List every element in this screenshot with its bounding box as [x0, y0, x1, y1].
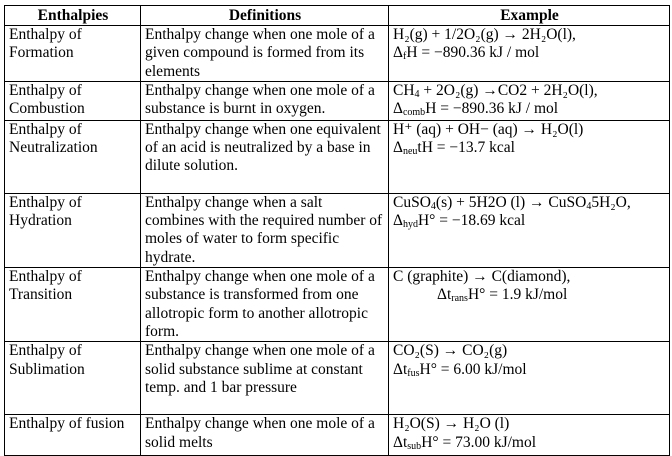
definition-cell: Enthalpy change when one mole of a subst…	[140, 267, 389, 343]
example-text: H = −890.36 kJ / mol	[406, 44, 540, 62]
example-text: (s) + 5H2O (l) → CuSO	[435, 193, 587, 211]
example-text: H° = −18.69 kcal	[417, 212, 526, 230]
example-text: Δt	[393, 360, 408, 378]
definition-cell: Enthalpy change when one mole of a solid…	[140, 341, 389, 416]
subscript: fus	[407, 367, 420, 379]
example-line: H₂O(S) → H₂O (l)	[393, 415, 666, 433]
example-cell: H⁺ (aq) + OH− (aq) → H₂O(l) ΔneutH = −13.…	[388, 119, 670, 194]
example-line: H₂(g) + 1/2O₂(g) → 2H₂O(l),	[393, 26, 666, 44]
example-text: CuSO	[393, 193, 431, 211]
example-line: C (graphite) → C(diamond),	[393, 268, 666, 286]
example-text: H⁺ (aq) + OH− (aq) → H₂O(l)	[393, 120, 584, 138]
example-text: CH	[393, 81, 415, 99]
example-text: + 2O₂(g) →CO2 + 2H₂O(l),	[419, 81, 598, 99]
table-row: Enthalpy of Neutralization Enthalpy chang…	[4, 119, 670, 194]
enthalpy-name-cell: Enthalpy of Neutralization	[4, 119, 141, 194]
example-line: H⁺ (aq) + OH− (aq) → H₂O(l)	[393, 121, 666, 139]
example-line: ΔtsubH° = 73.00 kJ/mol	[393, 434, 666, 452]
example-text: H = −890.36 kJ / mol	[425, 100, 559, 118]
example-cell: H₂(g) + 1/2O₂(g) → 2H₂O(l), ΔfH = −890.36…	[388, 25, 670, 82]
definition-cell: Enthalpy change when a salt combines wit…	[140, 192, 389, 269]
example-text: H₂O(S) → H₂O (l)	[393, 415, 510, 433]
example-text: Δt	[437, 286, 452, 304]
example-cell: CO₂(S) → CO₂(g) ΔtfusH° = 6.00 kJ/mol	[388, 341, 670, 416]
example-text: CO₂(S) → CO₂(g)	[393, 342, 508, 360]
example-text: C (graphite) → C(diamond),	[393, 268, 571, 286]
example-text: tH = −13.7 kcal	[417, 139, 515, 157]
example-text: Δ	[393, 100, 403, 118]
definition-cell: Enthalpy change when one mole of a solid…	[140, 414, 389, 456]
enthalpy-name-cell: Enthalpy of Sublimation	[4, 341, 141, 416]
example-cell: C (graphite) → C(diamond), ΔtransH° = 1.9…	[388, 267, 670, 343]
subscript: 4	[414, 88, 420, 100]
enthalpies-table: Enthalpies Definitions Example Enthalpy …	[4, 5, 670, 456]
example-line: ΔfH = −890.36 kJ / mol	[393, 44, 666, 62]
example-text: Δ	[393, 44, 403, 62]
example-text: Δ	[393, 139, 403, 157]
example-text: Δt	[393, 433, 408, 451]
example-cell: CH4 + 2O₂(g) →CO2 + 2H₂O(l), ΔcombH = −89…	[388, 80, 670, 121]
example-text: H° = 73.00 kJ/mol	[421, 433, 537, 451]
example-cell: CuSO4(s) + 5H2O (l) → CuSO45H₂O, ΔhydH° =…	[388, 192, 670, 269]
table-row: Enthalpy of Hydration Enthalpy change whe…	[4, 192, 670, 269]
enthalpy-name-cell: Enthalpy of Transition	[4, 267, 141, 343]
example-line: ΔcombH = −890.36 kJ / mol	[393, 100, 666, 118]
definition-cell: Enthalpy change when one mole of a subst…	[140, 80, 389, 121]
subscript: 4	[430, 200, 436, 212]
subscript: sub	[407, 440, 422, 452]
subscript: 4	[586, 200, 592, 212]
example-line: ΔtfusH° = 6.00 kJ/mol	[393, 361, 666, 379]
enthalpy-name-cell: Enthalpy of Hydration	[4, 192, 141, 269]
subscript: hyd	[402, 219, 418, 231]
subscript: comb	[402, 107, 426, 119]
enthalpy-name-cell: Enthalpy of Formation	[4, 25, 141, 82]
enthalpy-name-cell: Enthalpy of fusion	[4, 414, 141, 456]
example-text: H° = 1.9 kJ/mol	[467, 286, 568, 304]
example-line: CO₂(S) → CO₂(g)	[393, 342, 666, 360]
header-example: Example	[388, 5, 670, 26]
header-definitions: Definitions	[140, 5, 389, 26]
table-row: Enthalpy of Formation Enthalpy change whe…	[4, 25, 670, 82]
subscript: neu	[402, 146, 418, 158]
definition-cell: Enthalpy change when one equivalent of a…	[140, 119, 389, 194]
header-row: Enthalpies Definitions Example	[4, 5, 670, 26]
table-row: Enthalpy of Transition Enthalpy change wh…	[4, 267, 670, 343]
example-line: ΔtransH° = 1.9 kJ/mol	[393, 286, 666, 304]
example-line: ΔhydH° = −18.69 kcal	[393, 212, 666, 230]
example-text: H₂(g) + 1/2O₂(g) → 2H₂O(l),	[393, 26, 576, 43]
table-row: Enthalpy of Combustion Enthalpy change wh…	[4, 80, 670, 121]
example-line: ΔneutH = −13.7 kcal	[393, 139, 666, 157]
enthalpy-name-cell: Enthalpy of Combustion	[4, 80, 141, 121]
example-line: CH4 + 2O₂(g) →CO2 + 2H₂O(l),	[393, 82, 666, 100]
example-text: H° = 6.00 kJ/mol	[419, 360, 527, 378]
table-row: Enthalpy of fusion Enthalpy change when o…	[4, 414, 670, 456]
example-text: Δ	[393, 212, 403, 230]
example-text: 5H₂O,	[591, 193, 631, 211]
header-enthalpies: Enthalpies	[4, 5, 141, 26]
example-line: CuSO4(s) + 5H2O (l) → CuSO45H₂O,	[393, 194, 666, 212]
example-cell: H₂O(S) → H₂O (l) ΔtsubH° = 73.00 kJ/mol	[388, 414, 670, 456]
table-row: Enthalpy of Sublimation Enthalpy change w…	[4, 341, 670, 416]
subscript: rans	[451, 293, 468, 305]
definition-cell: Enthalpy change when one mole of a given…	[140, 25, 389, 82]
subscript: f	[402, 51, 407, 63]
